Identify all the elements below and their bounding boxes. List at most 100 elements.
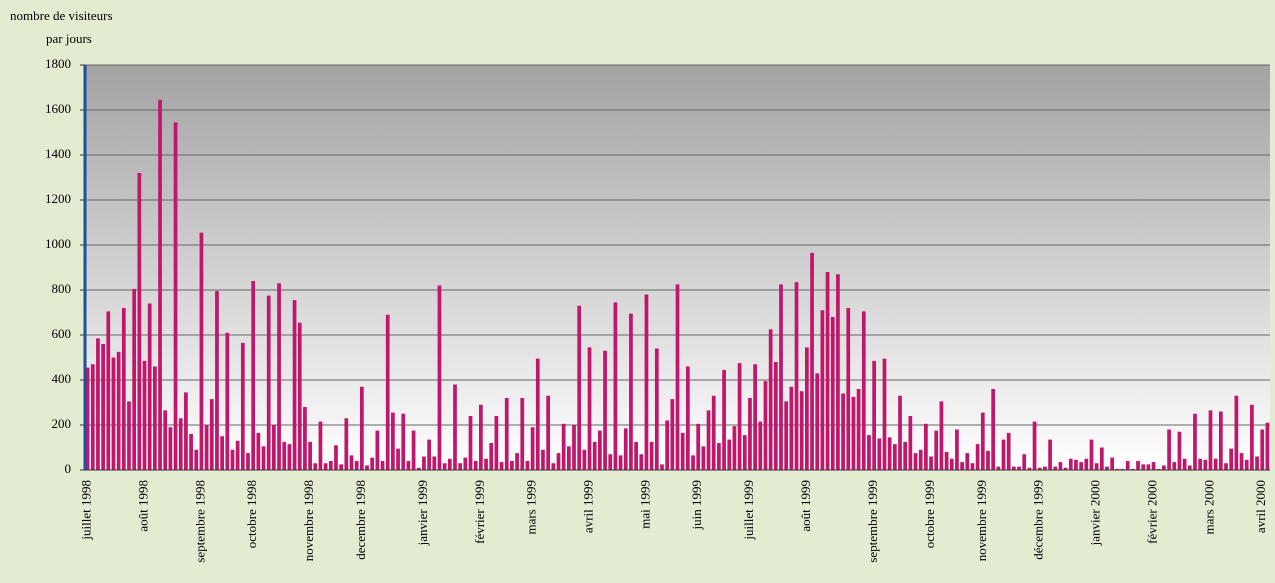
bar [1224,463,1228,470]
bar [525,461,530,470]
bar [815,373,820,470]
bar [846,308,851,470]
bar [551,463,556,470]
bar [629,313,633,470]
bar [380,461,385,470]
bar [623,428,628,470]
bar [929,456,933,470]
bar [784,401,789,470]
bar [965,453,970,470]
bar [297,322,302,470]
bar [152,366,157,470]
bar [391,412,395,470]
bar [1203,459,1208,470]
bar [349,455,354,470]
bar [354,461,359,470]
bar [1182,458,1187,470]
bar [1229,448,1234,470]
y-tick-label: 1400 [45,146,71,161]
bar [1177,431,1182,470]
bar [261,446,266,470]
bar [975,444,980,470]
bar [737,363,742,470]
bar [1058,462,1063,470]
y-tick-label: 600 [52,326,72,341]
bar [411,430,416,470]
bar [251,281,256,470]
bar [644,294,649,470]
bar [287,444,292,470]
bar [220,436,224,470]
bar [499,462,504,470]
bar [748,398,752,470]
bar [246,453,250,470]
x-tick-label: novembre 1998 [301,480,316,561]
bar [665,420,670,470]
bar [1193,413,1197,470]
x-tick-label: mars 2000 [1201,480,1216,535]
bar [1255,456,1259,470]
bar [184,392,188,470]
bar [556,453,561,470]
x-tick-label: janvier 1999 [415,480,430,546]
y-tick-label: 200 [52,416,72,431]
bar [980,412,985,470]
bar [1027,467,1032,470]
x-tick-label: octobre 1999 [922,480,937,548]
x-tick-label: février 1999 [472,480,487,544]
bar [773,362,778,470]
x-tick-label: avril 2000 [1253,480,1268,533]
bar [163,410,168,470]
bar [861,311,866,470]
bar [717,443,721,470]
bar [779,284,783,470]
bar [189,434,193,470]
y-tick-label: 1600 [45,101,71,116]
y-tick-label: 800 [52,281,72,296]
bar [1074,459,1078,470]
y-axis-label: nombre de visiteurs [10,8,113,23]
bar [608,454,613,470]
bar [732,426,737,470]
bar [701,446,706,470]
bar [235,440,240,470]
bar [127,401,131,470]
bar [1260,429,1265,470]
x-tick-label: juillet 1999 [741,480,756,541]
bar [173,122,178,470]
bar [1032,421,1037,470]
bar [934,430,939,470]
bar [654,348,659,470]
bar [535,358,540,470]
bar [1125,461,1130,470]
bar [520,398,525,470]
bar [510,461,514,470]
bar [939,401,944,470]
y-tick-label: 1800 [45,56,71,71]
bar [1017,466,1021,470]
bar [515,453,519,470]
bar [691,455,695,470]
bar [106,311,111,470]
bar [1218,411,1223,470]
bar [204,425,209,470]
bar [292,300,297,470]
bar [1172,462,1177,470]
bar [887,437,892,470]
bar [266,295,271,470]
bar [675,284,680,470]
bar [453,384,457,470]
x-tick-label: octobre 1998 [244,480,259,548]
bar [546,395,550,470]
bar [768,329,773,470]
x-tick-label: juillet 1998 [79,480,94,541]
bar [111,357,116,470]
bar [478,404,483,470]
bar [1120,468,1125,470]
bar [1063,467,1068,470]
bar [908,416,913,470]
bar [489,443,494,470]
bar [996,466,1001,470]
bar [1099,447,1104,470]
